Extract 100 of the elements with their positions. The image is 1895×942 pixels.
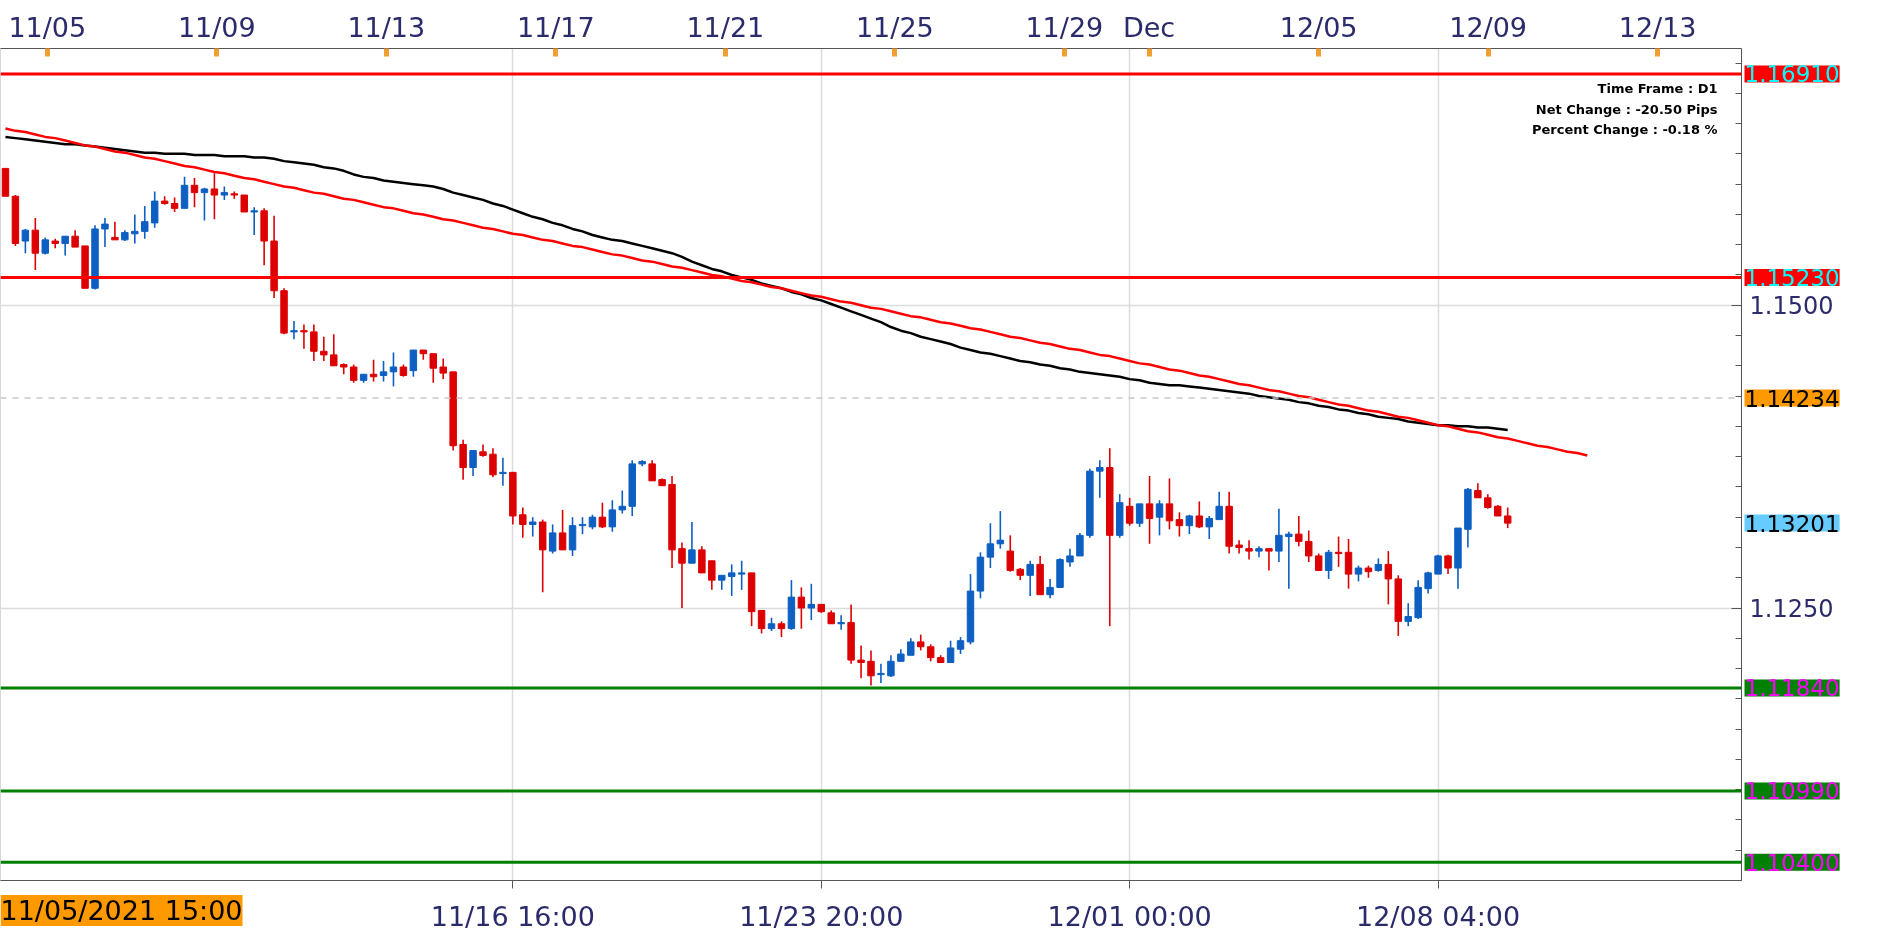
candlestick bbox=[737, 559, 746, 591]
candlestick bbox=[698, 545, 706, 574]
y-tick-label: 1.1500 bbox=[1749, 292, 1834, 321]
ref-line-label: 1.14234 bbox=[1744, 385, 1840, 412]
candlestick bbox=[180, 176, 189, 210]
x2-tick-label: 11/25 bbox=[855, 11, 934, 43]
candlestick bbox=[1235, 539, 1243, 555]
candlestick bbox=[986, 522, 995, 569]
x2-tick-label: 11/17 bbox=[516, 11, 595, 43]
candlestick bbox=[688, 521, 696, 564]
candlestick bbox=[439, 357, 447, 380]
ref-line-label: 1.10400 bbox=[1744, 849, 1840, 876]
candlestick bbox=[807, 582, 816, 621]
candlestick bbox=[1026, 559, 1034, 597]
candlestick bbox=[558, 509, 567, 551]
candlestick bbox=[21, 228, 30, 254]
candlestick bbox=[31, 217, 40, 271]
candlestick bbox=[757, 609, 766, 635]
candlestick bbox=[1006, 534, 1015, 573]
ref-line-label: 1.10990 bbox=[1744, 778, 1840, 805]
candlestick bbox=[1165, 477, 1174, 531]
candlestick bbox=[131, 213, 139, 245]
x2-tick-label: 11/09 bbox=[177, 11, 256, 43]
candlestick bbox=[389, 351, 398, 388]
candlestick bbox=[996, 510, 1005, 550]
candlestick bbox=[837, 614, 845, 631]
candlestick bbox=[489, 447, 497, 479]
candlestick bbox=[519, 506, 527, 539]
ref-line-label: 1.11840 bbox=[1744, 675, 1840, 702]
y-tick-label: 1.1250 bbox=[1749, 595, 1834, 624]
candlestick bbox=[499, 457, 507, 487]
candlestick bbox=[1503, 506, 1512, 529]
candlestick bbox=[1324, 549, 1333, 580]
candlestick bbox=[459, 438, 467, 481]
candlestick bbox=[111, 220, 119, 241]
candlestick bbox=[190, 177, 199, 208]
candlestick bbox=[1384, 550, 1393, 606]
candlestick bbox=[708, 559, 716, 591]
candlestick bbox=[310, 323, 318, 362]
candlestick bbox=[727, 563, 736, 597]
candlestick bbox=[250, 206, 258, 236]
x2-tick-label: 12/09 bbox=[1449, 11, 1528, 43]
candlestick bbox=[946, 639, 955, 664]
candlestick bbox=[1344, 538, 1353, 590]
candlestick bbox=[797, 586, 806, 630]
x2-tick-label: 12/13 bbox=[1618, 11, 1697, 43]
candlestick bbox=[1155, 499, 1164, 537]
candlestick bbox=[618, 489, 627, 515]
candlestick bbox=[857, 644, 865, 680]
candlestick bbox=[1145, 475, 1154, 545]
candlestick bbox=[1404, 602, 1412, 627]
candlestick bbox=[1265, 547, 1273, 572]
candlestick bbox=[887, 654, 895, 678]
candlestick bbox=[1175, 511, 1184, 538]
x2-tick-label: 11/05 bbox=[8, 11, 87, 43]
x2-tick-label: 11/13 bbox=[347, 11, 426, 43]
candlestick bbox=[300, 323, 308, 350]
candlestick bbox=[101, 217, 109, 248]
text: 11/05/2021 15:00 bbox=[0, 895, 243, 926]
text: 1.13201 bbox=[1744, 510, 1840, 537]
annotation: Net Change : -20.50 Pips bbox=[1535, 101, 1718, 117]
candlestick bbox=[379, 360, 388, 383]
candlestick bbox=[150, 190, 159, 229]
candlestick bbox=[290, 320, 298, 340]
candlestick bbox=[867, 649, 875, 687]
annotation: Percent Change : -0.18 % bbox=[1532, 122, 1718, 137]
candlestick bbox=[598, 501, 607, 529]
x2-tick-label: 11/29 bbox=[1025, 11, 1104, 43]
candlestick bbox=[1195, 500, 1204, 529]
candlestick bbox=[877, 662, 885, 684]
candlestick bbox=[409, 349, 418, 378]
candlestick bbox=[648, 459, 656, 482]
candlestick bbox=[1066, 547, 1074, 568]
x2-tick-label: Dec bbox=[1122, 11, 1176, 43]
candlestick bbox=[1076, 532, 1084, 557]
candlestick bbox=[469, 449, 477, 477]
candlestick bbox=[1285, 530, 1293, 590]
x-tick-label: 12/01 00:00 bbox=[1047, 900, 1212, 932]
candlestick bbox=[349, 363, 358, 384]
ref-line-label: 1.15230 bbox=[1744, 264, 1840, 291]
candlestick bbox=[429, 352, 437, 384]
ref-line-label: 1.16910 bbox=[1744, 61, 1840, 88]
candlestick bbox=[1046, 578, 1054, 600]
x-tick-label: 11/23 20:00 bbox=[739, 900, 904, 932]
candlestick bbox=[1245, 539, 1253, 561]
candlestick bbox=[1125, 497, 1134, 527]
annotation: Time Frame : D1 bbox=[1597, 81, 1718, 96]
candlestick bbox=[320, 335, 328, 362]
candlestick bbox=[1205, 515, 1213, 540]
candlestick bbox=[1305, 529, 1313, 563]
candlestick bbox=[330, 333, 338, 367]
candlestick bbox=[608, 499, 617, 533]
candlestick bbox=[1275, 507, 1283, 563]
x2-tick-label: 11/21 bbox=[686, 11, 765, 43]
candlestick bbox=[678, 541, 686, 609]
candlestick bbox=[548, 523, 557, 555]
x2-tick-label: 12/05 bbox=[1279, 11, 1358, 43]
x-tick-label: 11/16 16:00 bbox=[430, 900, 595, 932]
candlestick bbox=[61, 235, 69, 257]
candlestick bbox=[1295, 515, 1303, 548]
